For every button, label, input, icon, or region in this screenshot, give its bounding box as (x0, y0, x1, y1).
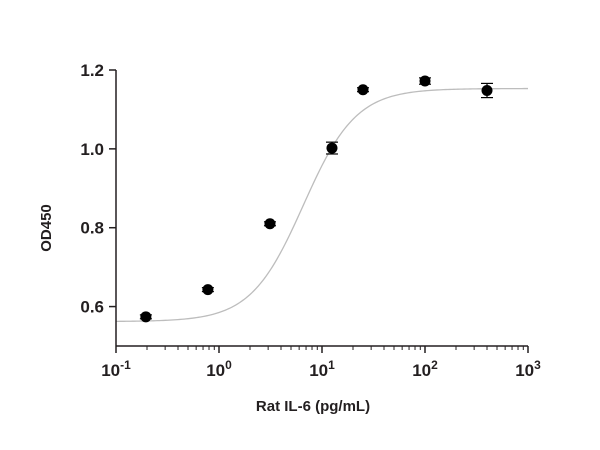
x-tick-label: 101 (309, 358, 335, 380)
x-tick-label: 100 (206, 358, 232, 380)
data-point (419, 75, 431, 87)
y-tick-label: 1.0 (80, 140, 104, 159)
fit-curve (115, 87, 528, 323)
x-tick-base: 10 (412, 361, 431, 380)
y-tick-label: 0.8 (80, 219, 104, 238)
x-tick-label: 10-1 (101, 358, 131, 380)
x-tick-base: 10 (309, 361, 328, 380)
y-tick-label: 1.2 (80, 61, 104, 80)
y-tick-label: 0.6 (80, 298, 104, 317)
data-point (140, 311, 152, 323)
axes-layer (115, 70, 528, 347)
x-tick-exponent: 0 (225, 358, 232, 372)
x-tick-base: 10 (101, 361, 120, 380)
data-point (202, 284, 214, 296)
data-point (481, 85, 493, 97)
ticks-layer: 0.60.81.01.210-1 100 101 102 103 (80, 61, 541, 380)
data-point (326, 142, 338, 154)
fit-curve-layer (115, 87, 528, 323)
y-axis-title: OD450 (38, 204, 55, 252)
x-tick-exponent: 1 (328, 358, 335, 372)
x-tick-label: 102 (412, 358, 438, 380)
x-tick-exponent: -1 (120, 358, 131, 372)
x-tick-exponent: 2 (431, 358, 438, 372)
x-tick-label: 103 (515, 358, 541, 380)
x-tick-base: 10 (206, 361, 225, 380)
data-point (357, 84, 369, 96)
x-tick-base: 10 (515, 361, 534, 380)
data-point (264, 218, 276, 230)
x-tick-exponent: 3 (534, 358, 541, 372)
data-points-layer (139, 75, 494, 323)
x-axis-title: Rat IL-6 (pg/mL) (256, 398, 370, 415)
